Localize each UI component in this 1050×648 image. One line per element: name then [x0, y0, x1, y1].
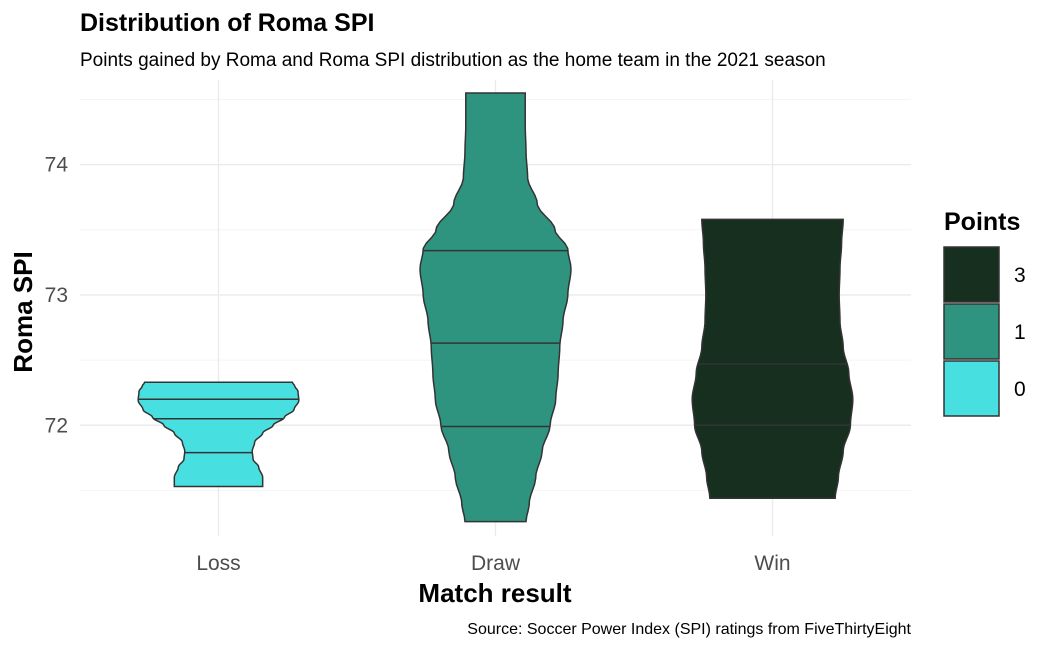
y-axis-title: Roma SPI [8, 251, 38, 372]
violin-win [691, 218, 854, 499]
y-tick-label: 72 [45, 414, 68, 437]
x-tick-label: Loss [196, 552, 240, 575]
legend-item-1: 1 [943, 303, 1026, 360]
legend: Points 3 1 0 [943, 208, 1026, 417]
violin-body [691, 218, 854, 499]
legend-label: 1 [1014, 321, 1026, 344]
chart-subtitle: Points gained by Roma and Roma SPI distr… [80, 50, 826, 71]
legend-label: 0 [1014, 378, 1026, 401]
violin-loss [137, 381, 300, 488]
chart-title: Distribution of Roma SPI [80, 9, 374, 37]
legend-item-3: 3 [943, 246, 1026, 303]
x-tick-label: Win [754, 552, 790, 575]
chart-caption: Source: Soccer Power Index (SPI) ratings… [467, 621, 911, 638]
violin-body [419, 92, 572, 523]
x-tick-label: Draw [471, 552, 521, 575]
y-tick-label: 73 [45, 284, 68, 307]
violin-body [137, 381, 300, 488]
legend-swatch [943, 303, 1000, 360]
violin-draw [419, 92, 572, 523]
legend-item-0: 0 [943, 360, 1026, 417]
violins [137, 92, 854, 523]
legend-swatch [943, 360, 1000, 417]
legend-label: 3 [1014, 264, 1026, 287]
legend-swatch [943, 246, 1000, 303]
x-axis-title: Match result [418, 578, 571, 608]
y-axis-ticks: 72 73 74 [45, 154, 69, 438]
x-axis-ticks: Loss Draw Win [196, 552, 790, 575]
y-tick-label: 74 [45, 154, 69, 177]
legend-title: Points [944, 208, 1020, 236]
